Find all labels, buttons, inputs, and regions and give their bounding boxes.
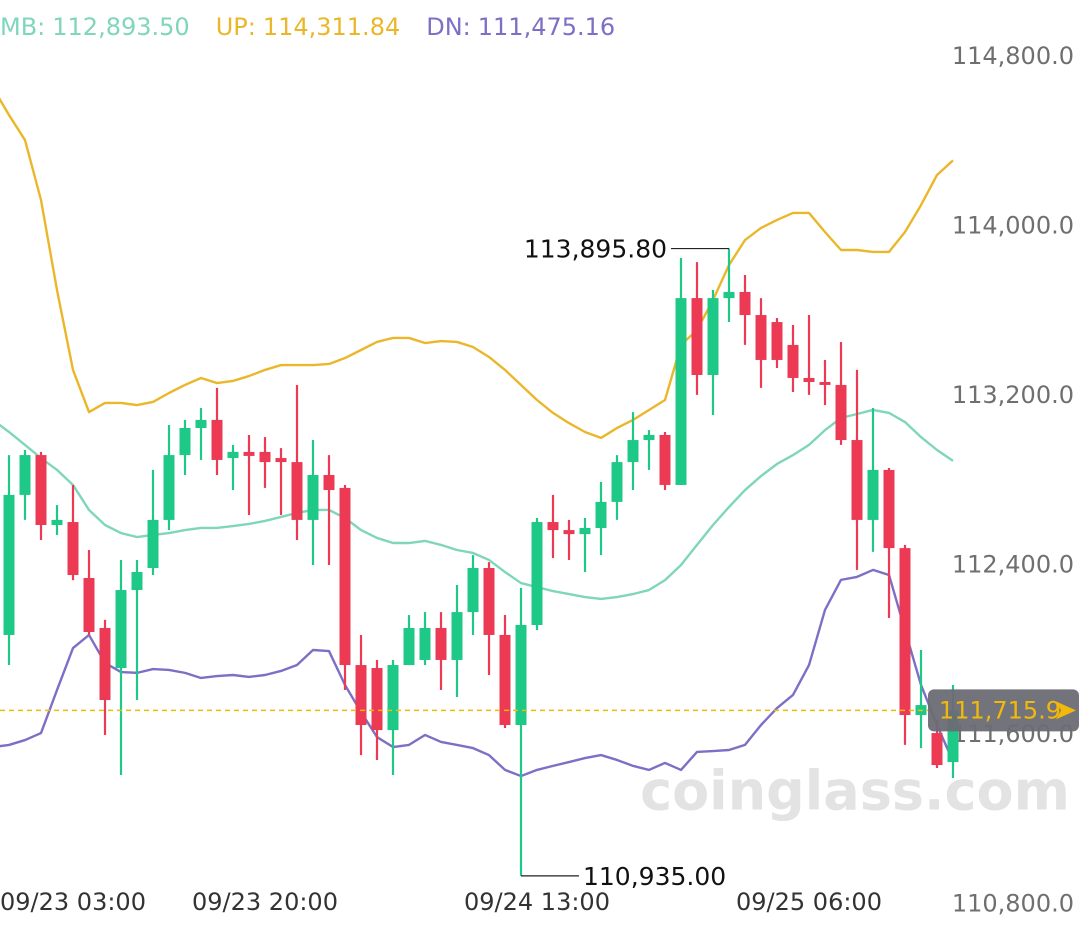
y-tick-label: 114,000.0 [952,211,1074,239]
candle-body [675,298,687,485]
candle-body [947,710,959,763]
y-tick-label: 113,200.0 [952,381,1074,409]
candle-body [931,733,943,766]
candle-body [35,455,47,525]
x-tick-label: 09/25 06:00 [736,888,882,916]
candle-body [67,522,79,575]
candle-body [867,469,879,520]
candle-body [835,384,847,441]
candle-body [627,440,639,463]
candle-body [707,298,719,375]
candle-body [771,322,783,360]
legend-name: DN: [426,13,471,41]
candle-body [739,291,751,316]
candle-body [755,315,767,360]
band-line [0,568,955,778]
candle-body [819,381,831,385]
x-tick-label: 09/23 03:00 [0,888,146,916]
last-price-arrow [1056,701,1076,720]
candle-body [419,627,431,660]
candle-body [371,668,383,731]
candle-body [179,427,191,456]
candle-body [883,469,895,549]
candle-body [531,522,543,625]
candle-body [435,627,447,660]
last-price-label: 111,715.9 [939,696,1061,724]
candle-body [643,434,655,441]
candle-body [563,530,575,535]
candle-body [787,344,799,378]
y-tick-label: 110,800.0 [952,889,1074,917]
legend-value: 112,893.50 [52,13,189,41]
annotation-label: 110,935.00 [583,862,726,891]
candle-body [83,577,95,632]
legend-name: MB: [0,13,45,41]
candle-body [515,625,527,725]
candle-body [195,419,207,428]
candle-body [323,475,335,491]
candle-body [803,377,815,382]
x-tick-label: 09/24 13:00 [464,888,610,916]
y-tick-label: 114,800.0 [952,42,1074,70]
candle-body [403,627,415,666]
legend-entry: DN: 111,475.16 [426,13,615,41]
candle-body [467,568,479,613]
y-tick-label: 112,400.0 [952,550,1074,578]
candle-body [51,519,63,525]
legend-name: UP: [216,13,256,41]
candle-body [851,440,863,520]
candle-body [3,494,15,635]
candle-body [499,634,511,725]
legend-entry: MB: 112,893.50 [0,13,190,41]
legend-value: 114,311.84 [263,13,400,41]
candle-body [227,451,239,459]
candle-body [659,434,671,485]
watermark: coinglass.com [640,760,1070,823]
candle-body [723,291,735,299]
candle-body [611,462,623,502]
candle-body [595,501,607,528]
candle-body [259,451,271,463]
x-tick-label: 09/23 20:00 [192,888,338,916]
candle-body [163,455,175,520]
band-line [0,97,954,440]
candle-body [115,590,127,669]
candle-body [387,665,399,731]
candle-body [243,451,255,456]
candle-body [275,458,287,463]
legend-value: 111,475.16 [478,13,615,41]
candle-body [211,419,223,460]
candle-body [339,487,351,666]
candle-body [147,519,159,569]
candle-body [307,475,319,520]
candle-body [691,298,703,375]
candle-body [355,665,367,725]
candle-body [19,455,31,495]
candle-body [547,522,559,531]
annotation-label: 113,895.80 [524,235,667,264]
candle-body [451,612,463,660]
candle-body [291,462,303,520]
candle-body [483,568,495,635]
candle-body [579,527,591,535]
last-price-box [928,689,1079,732]
candle-body [899,548,911,716]
candle-body [99,627,111,700]
legend-entry: UP: 114,311.84 [216,13,401,41]
candle-body [131,572,143,591]
